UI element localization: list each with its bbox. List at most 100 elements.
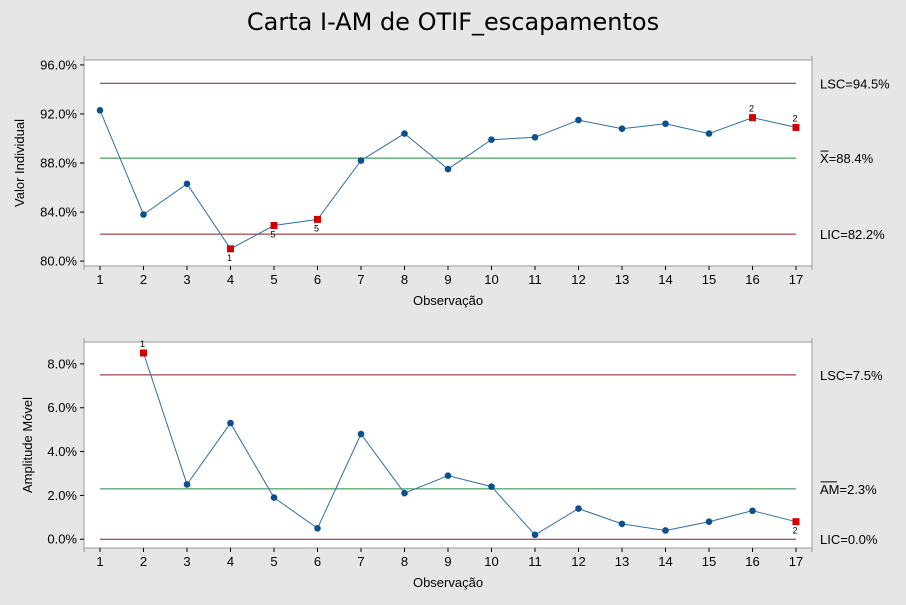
data-point bbox=[705, 518, 713, 526]
data-point bbox=[183, 481, 191, 488]
test-failure-label: 1 bbox=[227, 253, 232, 263]
y-tick-label: 88.0% bbox=[40, 156, 77, 171]
data-point bbox=[662, 120, 669, 128]
data-point bbox=[531, 531, 539, 539]
x-tick-label: 11 bbox=[528, 272, 542, 287]
x-tick-label: 8 bbox=[401, 554, 408, 569]
x-tick-label: 17 bbox=[789, 272, 803, 287]
test-failure-label: 5 bbox=[314, 223, 319, 233]
flagged-data-point bbox=[227, 245, 234, 253]
ucl-label: LSC=7.5% bbox=[820, 368, 883, 383]
x-tick-label: 12 bbox=[571, 554, 585, 569]
x-tick-label: 5 bbox=[270, 272, 277, 287]
y-axis-title: Amplitude Móvel bbox=[20, 397, 35, 493]
x-tick-label: 6 bbox=[314, 554, 321, 569]
x-axis-title: Observação bbox=[413, 293, 483, 308]
x-tick-label: 16 bbox=[745, 272, 759, 287]
data-point bbox=[618, 125, 626, 132]
x-tick-label: 14 bbox=[658, 554, 672, 569]
x-tick-label: 13 bbox=[615, 554, 629, 569]
x-tick-label: 4 bbox=[227, 272, 234, 287]
lcl-label: LIC=0.0% bbox=[820, 532, 878, 547]
ucl-label: LSC=94.5% bbox=[820, 76, 890, 91]
x-tick-label: 5 bbox=[270, 554, 277, 569]
x-tick-label: 7 bbox=[357, 272, 364, 287]
y-tick-label: 0.0% bbox=[47, 532, 77, 547]
center-line-label: AM=2.3% bbox=[820, 482, 877, 497]
flagged-data-point bbox=[792, 518, 800, 526]
data-point bbox=[749, 507, 756, 515]
chart-title: Carta I-AM de OTIF_escapamentos bbox=[247, 8, 659, 36]
x-tick-label: 13 bbox=[615, 272, 629, 287]
x-tick-label: 16 bbox=[745, 554, 759, 569]
y-tick-label: 6.0% bbox=[47, 400, 77, 415]
x-tick-label: 15 bbox=[702, 272, 716, 287]
x-tick-label: 6 bbox=[314, 272, 321, 287]
data-point bbox=[357, 430, 365, 438]
x-tick-label: 17 bbox=[789, 554, 803, 569]
x-tick-label: 11 bbox=[528, 554, 542, 569]
x-tick-label: 1 bbox=[96, 272, 103, 287]
moving-range-panel: 0.0%2.0%4.0%6.0%8.0%1 2 3 4 5 6 7 8 9 10 11 12 13 14 1… bbox=[20, 338, 883, 590]
x-axis-title: Observação bbox=[413, 575, 483, 590]
x-tick-label: 15 bbox=[702, 554, 716, 569]
center-line-symbol: AM bbox=[820, 482, 840, 497]
x-tick-label: 3 bbox=[183, 272, 190, 287]
flagged-data-point bbox=[792, 123, 800, 131]
x-tick-label: 10 bbox=[484, 272, 498, 287]
flagged-data-point bbox=[749, 114, 756, 122]
y-tick-label: 96.0% bbox=[40, 57, 77, 72]
center-line-label: X=88.4% bbox=[820, 151, 874, 166]
x-tick-label: 2 bbox=[140, 272, 147, 287]
x-tick-label: 7 bbox=[357, 554, 364, 569]
center-line-value: =88.4% bbox=[829, 151, 874, 166]
flagged-data-point bbox=[270, 222, 278, 230]
data-point bbox=[401, 130, 408, 137]
data-point bbox=[96, 106, 104, 114]
x-tick-label: 14 bbox=[658, 272, 672, 287]
plot-area bbox=[83, 341, 813, 549]
y-axis-title: Valor Individual bbox=[12, 119, 27, 207]
x-tick-label: 9 bbox=[444, 554, 451, 569]
x-tick-label: 4 bbox=[227, 554, 234, 569]
data-point bbox=[618, 520, 626, 528]
lcl-label: LIC=82.2% bbox=[820, 227, 885, 242]
test-failure-label: 1 bbox=[140, 339, 145, 349]
x-tick-label: 3 bbox=[183, 554, 190, 569]
flagged-data-point bbox=[314, 215, 321, 223]
x-tick-label: 1 bbox=[96, 554, 103, 569]
data-point bbox=[183, 180, 191, 188]
center-line-value: =2.3% bbox=[840, 482, 878, 497]
data-point bbox=[488, 136, 495, 144]
x-tick-label: 8 bbox=[401, 272, 408, 287]
y-tick-label: 2.0% bbox=[47, 488, 77, 503]
test-failure-label: 2 bbox=[792, 526, 797, 536]
x-tick-label: 9 bbox=[444, 272, 451, 287]
test-failure-label: 5 bbox=[270, 230, 275, 240]
plot-area bbox=[83, 59, 813, 267]
data-point bbox=[575, 116, 582, 124]
test-failure-label: 2 bbox=[749, 104, 754, 114]
data-point bbox=[444, 165, 452, 173]
data-point bbox=[575, 505, 582, 512]
individual-value-panel: 80.0%84.0%88.0%92.0%96.0%1 2 3 4 5 6 7 8 9 10 11 12… bbox=[12, 56, 890, 308]
data-point bbox=[488, 483, 495, 490]
data-point bbox=[705, 130, 713, 137]
test-failure-label: 2 bbox=[792, 113, 797, 123]
y-tick-label: 84.0% bbox=[40, 205, 77, 220]
x-tick-label: 2 bbox=[140, 554, 147, 569]
data-point bbox=[140, 211, 147, 218]
data-point bbox=[227, 419, 234, 427]
y-tick-label: 80.0% bbox=[40, 254, 77, 269]
data-point bbox=[357, 157, 365, 164]
data-point bbox=[444, 472, 452, 479]
data-point bbox=[662, 527, 669, 534]
data-point bbox=[401, 489, 408, 497]
y-tick-label: 8.0% bbox=[47, 356, 77, 371]
x-tick-label: 10 bbox=[484, 554, 498, 569]
series-line bbox=[143, 352, 797, 536]
x-tick-label: 12 bbox=[571, 272, 585, 287]
center-line-symbol: X bbox=[820, 151, 829, 166]
data-point bbox=[531, 133, 539, 141]
